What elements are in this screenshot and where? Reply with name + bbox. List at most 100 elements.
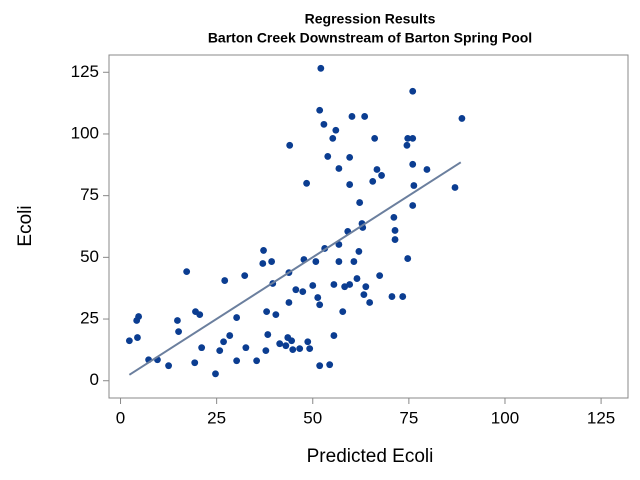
data-point	[320, 120, 328, 128]
data-point	[260, 247, 267, 254]
data-point	[183, 268, 191, 276]
data-point	[404, 255, 412, 262]
y-tick-label: 50	[80, 247, 99, 266]
data-point	[361, 113, 369, 120]
data-point	[360, 291, 368, 299]
y-tick-label: 25	[80, 309, 99, 328]
data-point	[346, 181, 354, 188]
data-point	[371, 135, 379, 142]
data-point	[316, 301, 324, 309]
x-tick-label: 75	[399, 408, 418, 427]
data-point	[276, 340, 284, 348]
data-point	[317, 64, 325, 72]
data-point	[324, 153, 332, 160]
data-point	[353, 275, 361, 282]
data-point	[388, 293, 396, 300]
data-point	[369, 177, 377, 185]
data-point	[330, 281, 338, 288]
data-point	[268, 258, 276, 265]
data-point	[409, 160, 417, 168]
y-tick-label: 125	[71, 62, 99, 81]
x-tick-label: 125	[587, 408, 615, 427]
data-point	[410, 182, 418, 189]
data-point	[306, 345, 314, 353]
data-point	[174, 317, 181, 324]
data-point	[226, 332, 234, 339]
data-point	[391, 227, 399, 234]
data-point	[259, 260, 267, 267]
data-point	[451, 184, 459, 191]
data-point	[296, 345, 304, 353]
data-point	[196, 311, 204, 318]
data-point	[242, 344, 250, 352]
data-point	[391, 236, 399, 243]
data-point	[376, 272, 384, 280]
data-point	[356, 199, 364, 206]
data-point	[288, 337, 296, 345]
data-point	[304, 338, 312, 346]
data-point	[390, 213, 398, 221]
data-point	[316, 362, 324, 370]
data-point	[316, 106, 324, 114]
x-axis-label: Predicted Ecoli	[307, 446, 434, 467]
data-point	[292, 286, 300, 294]
data-point	[262, 347, 270, 355]
data-point	[134, 334, 141, 341]
data-point	[289, 346, 297, 354]
x-tick-label: 25	[207, 408, 226, 427]
regression-line	[128, 161, 462, 376]
data-point	[329, 135, 337, 142]
data-point	[326, 361, 334, 369]
data-point	[409, 135, 417, 142]
data-point	[165, 362, 172, 370]
data-point	[191, 359, 199, 367]
data-point	[458, 115, 466, 122]
data-point	[312, 258, 320, 265]
data-point	[362, 283, 370, 291]
data-point	[303, 179, 311, 187]
plot-frame	[108, 54, 629, 399]
data-point	[404, 135, 412, 142]
x-tick-label: 50	[303, 408, 322, 427]
data-point	[285, 299, 293, 306]
data-point	[264, 331, 272, 338]
data-point	[335, 241, 343, 248]
data-point	[233, 357, 241, 365]
data-point	[241, 272, 249, 280]
y-tick-label: 75	[80, 185, 99, 204]
data-point	[216, 347, 224, 355]
data-point	[282, 342, 290, 350]
data-point	[314, 294, 322, 301]
data-point	[373, 166, 381, 173]
data-point	[399, 293, 407, 300]
x-tick-label: 100	[491, 408, 519, 427]
data-point	[355, 248, 363, 255]
y-tick-label: 0	[90, 370, 99, 389]
data-point	[233, 314, 241, 321]
data-point	[350, 258, 358, 265]
x-tick-label: 0	[116, 408, 125, 427]
data-point	[335, 258, 343, 265]
data-point	[403, 141, 411, 149]
chart-title: Regression Results	[305, 11, 436, 27]
chart-subtitle: Barton Creek Downstream of Barton Spring…	[208, 30, 532, 46]
y-tick-label: 100	[71, 123, 99, 142]
data-point	[309, 282, 317, 289]
data-point	[135, 313, 143, 320]
data-point	[423, 166, 431, 173]
data-point	[330, 332, 338, 339]
data-point	[263, 308, 271, 316]
data-point	[175, 328, 182, 336]
data-point	[409, 202, 417, 209]
data-point	[299, 288, 307, 296]
data-point	[272, 311, 280, 318]
data-point	[366, 299, 374, 306]
data-point	[125, 337, 133, 345]
data-point	[198, 344, 206, 352]
data-point	[348, 113, 356, 120]
data-point	[221, 277, 229, 284]
data-point	[220, 338, 227, 346]
data-point	[212, 370, 219, 378]
data-point	[346, 154, 354, 161]
